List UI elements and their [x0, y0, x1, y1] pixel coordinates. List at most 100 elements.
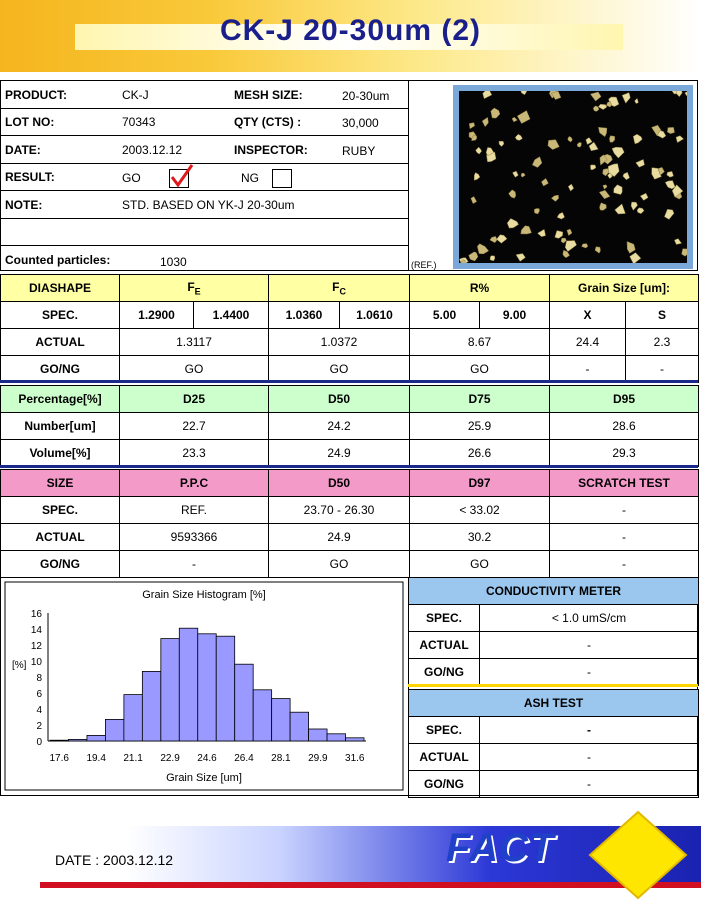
histogram-bar	[345, 737, 365, 742]
d25-header: D25	[119, 385, 269, 413]
particle	[589, 91, 602, 102]
d97-header: D97	[409, 469, 550, 497]
go-checkbox[interactable]	[169, 164, 194, 188]
gong-label: GO/NG	[0, 355, 120, 383]
particle	[629, 252, 642, 263]
y-tick-label: 12	[31, 641, 43, 652]
page-title: CK-J 20-30um (2)	[219, 14, 482, 47]
number-d50: 24.2	[268, 412, 410, 440]
particle	[681, 248, 687, 257]
particle	[550, 91, 562, 100]
particle	[636, 207, 645, 214]
particle	[468, 122, 475, 130]
particle	[664, 209, 675, 220]
fe-spec-max: 1.4400	[192, 301, 270, 329]
histogram-bar	[271, 698, 291, 742]
product-value: CK-J	[122, 88, 149, 102]
volume-d75: 26.6	[409, 439, 550, 467]
fact-logo: FACT	[446, 826, 555, 870]
go-label: GO	[122, 171, 141, 185]
particle	[581, 243, 589, 249]
histogram-bar	[289, 711, 309, 742]
counted-value: 1030	[160, 255, 187, 269]
particle	[489, 236, 498, 244]
particle	[666, 171, 674, 178]
particle	[639, 192, 649, 201]
gong-label: GO/NG	[408, 658, 480, 686]
particle	[622, 171, 630, 181]
ppc-header: P.P.C	[119, 469, 269, 497]
counted-label: Counted particles:	[5, 253, 111, 267]
ppc-actual: 9593366	[119, 523, 269, 551]
scratch-actual: -	[549, 523, 699, 551]
date-value: 2003.12.12	[122, 143, 183, 157]
particle	[514, 133, 523, 141]
spec-label: SPEC.	[408, 604, 480, 632]
lot-label: LOT NO:	[5, 115, 55, 129]
particle	[537, 228, 546, 237]
particle	[554, 230, 564, 239]
histogram-bar	[141, 671, 162, 742]
ash-gong: -	[479, 770, 699, 798]
particle	[602, 184, 608, 190]
y-tick-label: 4	[36, 705, 42, 716]
particle	[674, 238, 683, 245]
particle	[473, 172, 481, 181]
particle	[556, 212, 565, 220]
conductivity-table: CONDUCTIVITY METER SPEC. < 1.0 umS/cm ACT…	[408, 577, 699, 686]
r-percent-header: R%	[409, 274, 551, 302]
sample-image-panel: (REF.)	[408, 80, 698, 271]
ash-spec: -	[479, 716, 699, 744]
y-tick-label: 10	[31, 657, 43, 668]
r-spec-max: 9.00	[479, 301, 551, 329]
fe-actual: 1.3117	[118, 328, 270, 356]
particle	[606, 101, 612, 108]
d50-header: D50	[268, 385, 410, 413]
histogram-panel: Grain Size Histogram [%] [%] Grain Size …	[0, 577, 409, 796]
particle	[490, 107, 501, 119]
particle	[684, 91, 687, 97]
divider	[408, 684, 698, 687]
ppc-spec: REF.	[119, 496, 269, 524]
info-panel: PRODUCT: CK-J MESH SIZE: 20-30um LOT NO:…	[0, 80, 409, 271]
volume-d25: 23.3	[119, 439, 269, 467]
ash-test-table: ASH TEST SPEC. - ACTUAL - GO/NG -	[408, 689, 699, 798]
particle	[460, 259, 466, 263]
particle	[594, 246, 601, 254]
size-header: SIZE	[0, 469, 120, 497]
particle	[588, 141, 599, 152]
particle	[626, 241, 636, 254]
particle	[598, 104, 608, 110]
percentage-header: Percentage[%]	[0, 385, 120, 413]
number-d95: 28.6	[549, 412, 699, 440]
particle	[614, 203, 626, 215]
actual-label: ACTUAL	[0, 328, 120, 356]
fe-header: FE	[118, 274, 270, 302]
x-tick-label: 26.4	[234, 753, 254, 764]
particle	[520, 91, 527, 96]
particle	[592, 105, 600, 112]
x-tick-label: 29.9	[308, 753, 328, 764]
actual-label: ACTUAL	[408, 631, 480, 659]
scratch-gong: -	[549, 550, 699, 578]
particle	[607, 172, 613, 179]
x-tick-label: 22.9	[160, 753, 180, 764]
y-axis-label: [%]	[12, 660, 27, 671]
x-axis-label: Grain Size [um]	[166, 772, 242, 784]
particle	[562, 249, 570, 259]
particle	[508, 189, 516, 199]
ash-actual: -	[479, 743, 699, 771]
volume-d50: 24.9	[268, 439, 410, 467]
size-table: SIZE P.P.C D50 D97 SCRATCH TEST SPEC. RE…	[0, 469, 699, 578]
particle	[481, 116, 489, 128]
histogram-bar	[68, 738, 88, 742]
ng-checkbox[interactable]	[272, 169, 292, 188]
particle	[671, 184, 684, 198]
histogram-bar	[105, 718, 125, 742]
d95-header: D95	[549, 385, 699, 413]
sample-image-frame	[453, 85, 693, 269]
date-label: DATE:	[5, 143, 41, 157]
particle	[632, 133, 643, 145]
particle	[598, 190, 611, 200]
inspector-label: INSPECTOR:	[234, 143, 308, 157]
